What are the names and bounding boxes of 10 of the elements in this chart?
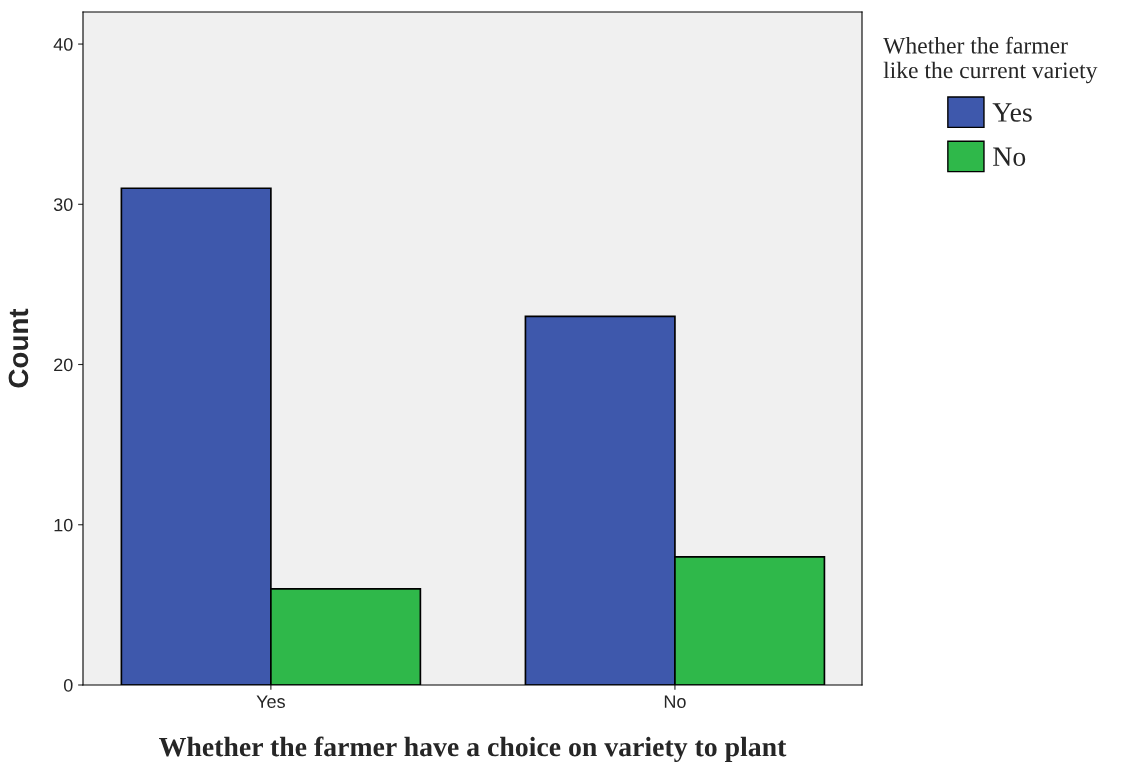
y-tick-label: 0 — [63, 678, 73, 692]
y-tick-label: 30 — [53, 198, 73, 212]
x-axis-title: Whether the farmer have a choice on variety to plant — [159, 736, 787, 763]
y-tick-label: 20 — [54, 358, 73, 372]
legend-label: No — [993, 147, 1026, 167]
legend-title: Whether the farmer like the current variety — [883, 36, 1098, 84]
y-tick-label: 10 — [54, 518, 73, 532]
legend-label: Yes — [992, 103, 1032, 122]
y-tick-label: 40 — [53, 37, 73, 51]
y-axis-title: Count — [8, 308, 29, 388]
